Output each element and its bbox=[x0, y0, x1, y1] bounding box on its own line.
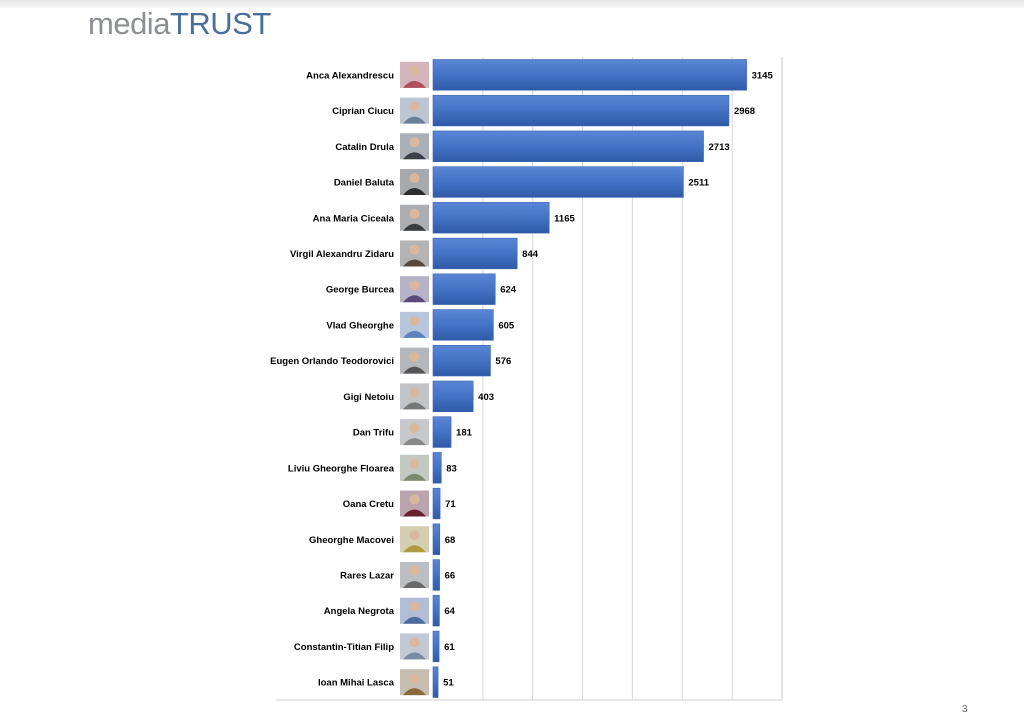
avatar-head bbox=[409, 137, 420, 148]
avatar-body bbox=[403, 473, 426, 481]
avatar-head bbox=[409, 351, 420, 362]
category-label: Vlad Gheorghe bbox=[326, 320, 394, 331]
category-label: Gheorghe Macovei bbox=[309, 535, 394, 546]
data-label: 3145 bbox=[752, 70, 774, 81]
avatar-body bbox=[403, 80, 426, 88]
top-band bbox=[0, 0, 1024, 8]
avatar-body bbox=[403, 545, 426, 553]
data-label: 2713 bbox=[709, 142, 730, 153]
logo-media-text: media bbox=[88, 6, 170, 41]
avatar-head bbox=[409, 315, 420, 326]
bar bbox=[432, 666, 439, 698]
data-label: 624 bbox=[500, 285, 517, 296]
avatar-body bbox=[403, 580, 426, 588]
data-label: 83 bbox=[446, 463, 457, 474]
category-label: Virgil Alexandru Zidaru bbox=[290, 249, 394, 260]
data-label: 181 bbox=[456, 428, 473, 439]
avatar-head bbox=[409, 673, 420, 684]
category-label: Ana Maria Ciceala bbox=[313, 213, 395, 224]
avatar-body bbox=[403, 188, 426, 196]
data-label: 71 bbox=[445, 499, 456, 510]
page-number: 3 bbox=[962, 704, 968, 715]
category-label: Constantin-Titian Filip bbox=[294, 642, 394, 653]
bar bbox=[432, 416, 452, 448]
avatar-head bbox=[409, 244, 420, 255]
avatar-body bbox=[403, 152, 426, 160]
category-label: Rares Lazar bbox=[340, 570, 394, 581]
category-label: Oana Cretu bbox=[343, 499, 394, 510]
data-label: 66 bbox=[445, 570, 456, 581]
avatar-head bbox=[409, 494, 420, 505]
mediatrust-logo: mediaTRUST bbox=[88, 4, 271, 44]
bar bbox=[432, 309, 494, 341]
data-label: 844 bbox=[522, 249, 539, 260]
category-label: Ciprian Ciucu bbox=[332, 106, 394, 117]
data-label: 2968 bbox=[734, 106, 755, 117]
avatar-head bbox=[409, 101, 420, 112]
bar bbox=[432, 523, 441, 555]
avatar-body bbox=[403, 330, 426, 338]
bar bbox=[432, 237, 518, 270]
avatar-head bbox=[409, 458, 420, 469]
category-label: Catalin Drula bbox=[335, 142, 394, 153]
avatar-body bbox=[403, 259, 426, 267]
avatar-head bbox=[409, 173, 420, 184]
data-label: 2511 bbox=[688, 178, 709, 189]
category-label: Eugen Orlando Teodorovici bbox=[270, 356, 394, 367]
avatar-head bbox=[409, 387, 420, 398]
bar bbox=[432, 94, 730, 127]
category-label: George Burcea bbox=[326, 285, 395, 296]
avatar-body bbox=[403, 616, 426, 624]
avatar-body bbox=[403, 652, 426, 660]
avatar-head bbox=[409, 565, 420, 576]
data-label: 61 bbox=[444, 642, 455, 653]
bar bbox=[432, 130, 704, 162]
avatar-head bbox=[409, 637, 420, 648]
bar bbox=[432, 59, 747, 91]
avatar-body bbox=[403, 295, 426, 303]
logo-trust-text: TRUST bbox=[169, 6, 271, 41]
category-label: Liviu Gheorghe Floarea bbox=[288, 463, 395, 474]
avatar-head bbox=[409, 530, 420, 541]
data-label: 68 bbox=[445, 535, 456, 546]
data-label: 576 bbox=[495, 356, 511, 367]
category-label: Gigi Netoiu bbox=[343, 392, 394, 403]
data-label: 403 bbox=[478, 392, 494, 403]
avatar-head bbox=[409, 65, 420, 76]
category-label: Angela Negrota bbox=[324, 606, 395, 617]
category-label: Dan Trifu bbox=[353, 428, 394, 439]
bar bbox=[432, 487, 441, 520]
avatar-head bbox=[409, 423, 420, 434]
data-label: 64 bbox=[444, 606, 455, 617]
data-label: 605 bbox=[498, 320, 515, 331]
bar bbox=[432, 380, 474, 413]
category-label: Daniel Baluta bbox=[334, 178, 395, 189]
bar bbox=[432, 202, 550, 234]
avatar-body bbox=[403, 688, 426, 696]
data-label: 51 bbox=[443, 678, 454, 689]
avatar-head bbox=[409, 601, 420, 612]
category-label: Ioan Mihai Lasca bbox=[318, 678, 395, 689]
category-label: Anca Alexandrescu bbox=[306, 70, 394, 81]
avatar-head bbox=[409, 208, 420, 219]
avatar-head bbox=[409, 280, 420, 291]
avatar-body bbox=[403, 116, 426, 124]
bar bbox=[432, 630, 440, 663]
avatar-body bbox=[403, 366, 426, 374]
bar bbox=[432, 559, 440, 591]
data-label: 1165 bbox=[554, 213, 575, 224]
avatar-body bbox=[403, 438, 426, 446]
bar bbox=[432, 595, 440, 627]
avatar-body bbox=[403, 402, 426, 410]
bar bbox=[432, 166, 684, 198]
avatar-body bbox=[403, 223, 426, 231]
bar bbox=[432, 273, 496, 305]
bar bbox=[432, 344, 491, 377]
bar bbox=[432, 452, 442, 484]
avatar-body bbox=[403, 509, 426, 517]
